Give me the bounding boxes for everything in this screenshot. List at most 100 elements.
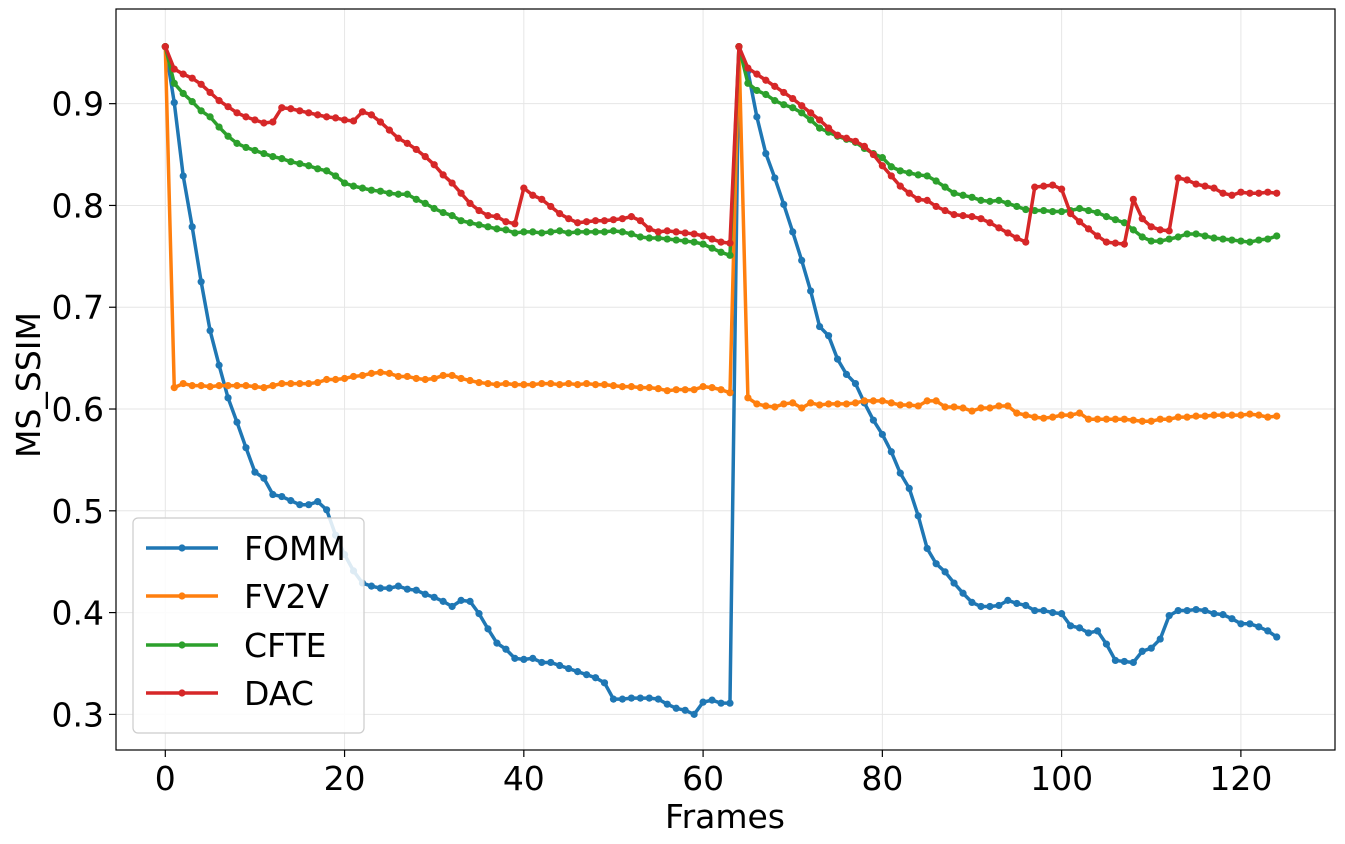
- data-point-fomm: [600, 679, 609, 687]
- data-point-cfte: [430, 204, 438, 213]
- data-point-fomm: [269, 490, 277, 499]
- data-point-dac: [977, 215, 985, 223]
- data-point-fomm: [1031, 606, 1039, 615]
- data-point-cfte: [923, 172, 931, 180]
- data-point-cfte: [305, 162, 313, 170]
- data-point-dac: [923, 196, 931, 204]
- data-point-cfte: [780, 101, 788, 109]
- y-tick-label: 0.9: [52, 85, 104, 124]
- data-point-fv2v: [995, 402, 1003, 410]
- data-point-cfte: [771, 97, 779, 105]
- data-point-cfte: [349, 182, 358, 190]
- data-point-dac: [824, 124, 833, 132]
- data-point-dac: [179, 70, 187, 78]
- data-point-cfte: [1075, 204, 1084, 213]
- data-point-fv2v: [296, 379, 304, 388]
- data-point-fomm: [986, 602, 994, 611]
- data-point-fv2v: [717, 386, 725, 394]
- data-point-dac: [1255, 189, 1263, 197]
- data-point-dac: [1040, 182, 1048, 190]
- data-point-dac: [762, 76, 770, 84]
- data-point-dac: [789, 94, 797, 103]
- data-point-fv2v: [278, 379, 286, 388]
- data-point-cfte: [672, 236, 680, 244]
- data-point-cfte: [600, 228, 609, 236]
- data-point-fv2v: [708, 384, 716, 392]
- data-point-cfte: [1273, 232, 1281, 240]
- data-point-cfte: [1219, 235, 1227, 243]
- data-point-cfte: [170, 79, 178, 87]
- data-point-cfte: [753, 86, 761, 95]
- data-point-fomm: [314, 498, 322, 506]
- data-point-cfte: [260, 149, 268, 158]
- data-point-fv2v: [340, 374, 349, 383]
- legend-label-fomm: FOMM: [244, 529, 346, 568]
- data-point-cfte: [1120, 219, 1128, 227]
- data-point-cfte: [376, 187, 385, 195]
- data-point-fv2v: [824, 400, 833, 408]
- data-point-cfte: [233, 139, 241, 147]
- series-dac: [161, 43, 1281, 248]
- data-point-fv2v: [600, 380, 609, 389]
- data-point-dac: [547, 202, 555, 211]
- data-point-dac: [860, 142, 869, 151]
- data-point-fomm: [1004, 596, 1012, 604]
- data-point-cfte: [403, 190, 411, 198]
- data-point-cfte: [726, 251, 734, 259]
- data-point-fv2v: [287, 379, 295, 388]
- data-point-dac: [1264, 188, 1272, 196]
- data-point-dac: [672, 228, 680, 236]
- data-point-dac: [161, 43, 169, 51]
- data-point-cfte: [269, 152, 277, 161]
- data-point-cfte: [1210, 234, 1218, 242]
- data-point-fv2v: [798, 404, 806, 412]
- data-point-fv2v: [1084, 415, 1093, 423]
- data-point-fv2v: [430, 374, 438, 383]
- data-point-fomm: [681, 706, 689, 714]
- x-tick-label: 40: [503, 759, 545, 798]
- data-point-fomm: [1264, 627, 1272, 635]
- y-tick-label: 0.8: [52, 186, 104, 225]
- data-point-dac: [1147, 223, 1155, 231]
- data-point-fv2v: [1066, 411, 1075, 419]
- data-point-fv2v: [1058, 411, 1066, 419]
- data-point-fv2v: [332, 375, 340, 384]
- data-point-cfte: [627, 230, 635, 238]
- data-point-dac: [1219, 189, 1227, 197]
- data-point-fomm: [591, 674, 600, 682]
- data-point-fv2v: [1004, 402, 1012, 410]
- data-point-fv2v: [565, 379, 573, 388]
- data-point-dac: [448, 179, 456, 187]
- data-point-dac: [914, 195, 922, 203]
- data-point-fv2v: [242, 382, 250, 390]
- data-point-fv2v: [188, 382, 196, 390]
- data-point-fv2v: [896, 401, 904, 409]
- data-point-cfte: [977, 196, 985, 204]
- data-point-fomm: [699, 698, 707, 706]
- data-point-dac: [735, 43, 743, 51]
- data-point-dac: [242, 113, 250, 121]
- data-point-fomm: [260, 474, 268, 482]
- data-point-fv2v: [1210, 411, 1218, 419]
- data-point-fv2v: [914, 402, 922, 410]
- data-point-dac: [1013, 234, 1021, 242]
- data-point-fomm: [224, 394, 232, 402]
- data-point-fomm: [1111, 656, 1119, 665]
- data-point-fomm: [529, 654, 537, 662]
- data-point-fomm: [376, 584, 385, 592]
- data-point-cfte: [179, 89, 187, 98]
- data-point-dac: [439, 171, 447, 179]
- data-point-fv2v: [376, 368, 385, 376]
- data-point-cfte: [1004, 199, 1012, 208]
- data-point-dac: [1058, 185, 1066, 193]
- data-point-dac: [421, 152, 429, 161]
- data-point-dac: [233, 109, 241, 117]
- data-point-fomm: [278, 492, 286, 501]
- legend-label-dac: DAC: [244, 674, 314, 713]
- data-point-dac: [1004, 229, 1012, 237]
- data-point-cfte: [314, 165, 322, 173]
- data-point-cfte: [1192, 230, 1200, 238]
- data-point-dac: [869, 150, 877, 159]
- data-point-cfte: [251, 146, 259, 155]
